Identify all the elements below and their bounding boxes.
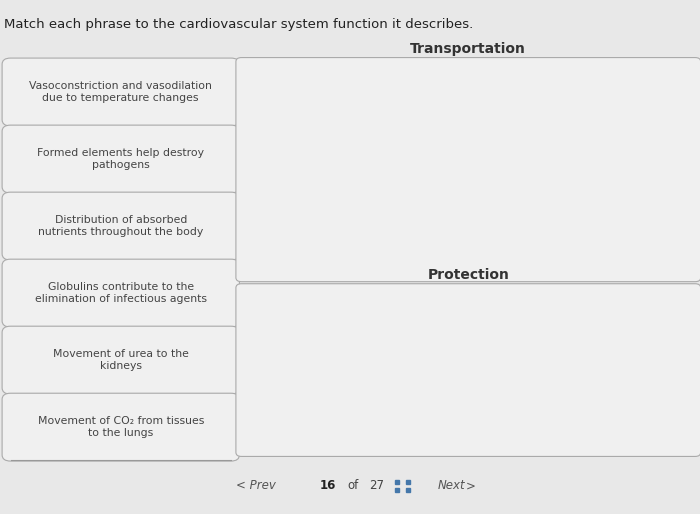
Text: Formed elements help destroy
pathogens: Formed elements help destroy pathogens <box>37 148 204 170</box>
Text: Transportation: Transportation <box>410 42 526 56</box>
FancyBboxPatch shape <box>2 326 239 394</box>
Text: Protection: Protection <box>428 268 509 282</box>
Text: 27: 27 <box>369 479 384 492</box>
Text: Movement of CO₂ from tissues
to the lungs: Movement of CO₂ from tissues to the lung… <box>38 416 204 438</box>
FancyBboxPatch shape <box>236 284 700 456</box>
FancyBboxPatch shape <box>2 125 239 193</box>
Text: Movement of urea to the
kidneys: Movement of urea to the kidneys <box>52 350 189 371</box>
Text: >: > <box>466 479 475 492</box>
FancyBboxPatch shape <box>2 259 239 327</box>
Text: Match each phrase to the cardiovascular system function it describes.: Match each phrase to the cardiovascular … <box>4 18 472 31</box>
Text: < Prev: < Prev <box>236 479 275 492</box>
Text: Distribution of absorbed
nutrients throughout the body: Distribution of absorbed nutrients throu… <box>38 215 204 237</box>
FancyBboxPatch shape <box>2 192 239 260</box>
Text: Vasoconstriction and vasodilation
due to temperature changes: Vasoconstriction and vasodilation due to… <box>29 81 212 103</box>
FancyBboxPatch shape <box>2 393 239 461</box>
Text: of: of <box>348 479 359 492</box>
Text: 16: 16 <box>319 479 336 492</box>
Text: Globulins contribute to the
elimination of infectious agents: Globulins contribute to the elimination … <box>35 282 206 304</box>
FancyBboxPatch shape <box>2 58 239 126</box>
FancyBboxPatch shape <box>236 58 700 282</box>
Text: Next: Next <box>438 479 466 492</box>
